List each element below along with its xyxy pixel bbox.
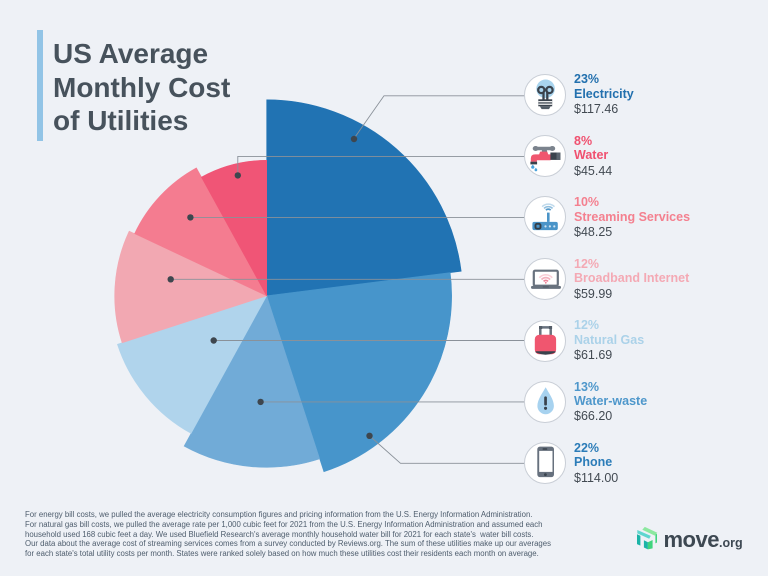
svg-text:.org: .org [719, 536, 743, 550]
svg-text:move: move [664, 527, 720, 552]
